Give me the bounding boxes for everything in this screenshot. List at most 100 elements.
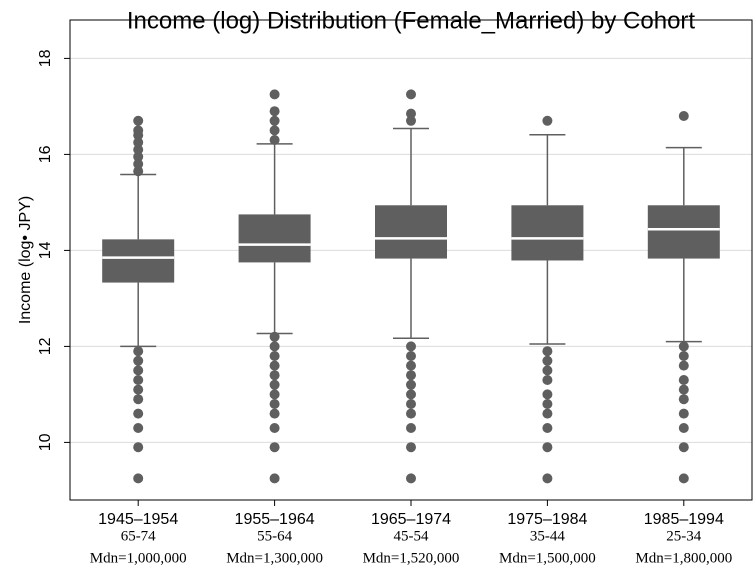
outlier (133, 408, 144, 419)
outlier (678, 111, 689, 121)
outlier (542, 473, 553, 484)
outlier (133, 355, 144, 366)
outlier (133, 384, 144, 395)
outlier (406, 351, 416, 361)
outlier (133, 442, 144, 453)
box (647, 205, 720, 259)
outlier (269, 106, 280, 117)
outlier (133, 166, 144, 177)
age-group-label: 45-54 (394, 528, 429, 544)
outlier (406, 423, 416, 433)
median-note: Mdn=1,800,000 (635, 550, 732, 566)
outlier (406, 389, 416, 400)
outlier (542, 389, 553, 400)
outlier (542, 355, 553, 366)
x-tick-label: 1965–1974 (371, 511, 451, 528)
y-tick-label: 12 (37, 337, 54, 355)
chart-title: Income (log) Distribution (Female_Marrie… (127, 7, 696, 34)
outlier (269, 135, 280, 145)
outlier (269, 341, 280, 352)
outlier (269, 115, 280, 126)
outlier (133, 115, 144, 126)
age-group-label: 35-44 (530, 528, 565, 544)
outlier (269, 423, 280, 433)
outlier (406, 89, 416, 100)
outlier (269, 331, 280, 342)
outlier (269, 351, 280, 361)
outlier (133, 365, 144, 376)
outlier (133, 375, 144, 385)
outlier (406, 115, 416, 126)
outlier (133, 151, 144, 162)
x-tick-label: 1975–1984 (507, 511, 587, 528)
y-tick-label: 18 (37, 49, 54, 67)
outlier (406, 379, 416, 390)
outlier (678, 375, 689, 385)
outlier (269, 89, 280, 100)
outlier (133, 423, 144, 433)
outlier (269, 389, 280, 400)
outlier (678, 473, 689, 484)
median-note: Mdn=1,520,000 (363, 550, 460, 566)
outlier (542, 423, 553, 433)
outlier (406, 108, 416, 119)
outlier (406, 473, 416, 484)
median-note: Mdn=1,500,000 (499, 550, 596, 566)
outlier (406, 408, 416, 419)
box (102, 239, 175, 283)
outlier (406, 370, 416, 381)
outlier (269, 399, 280, 409)
outlier (542, 399, 553, 409)
age-group-label: 55-64 (257, 528, 292, 544)
box (375, 205, 447, 259)
outlier (406, 399, 416, 409)
outlier (133, 159, 144, 169)
outlier (542, 442, 553, 453)
outlier (133, 346, 144, 357)
outlier (542, 115, 553, 126)
outlier (133, 144, 144, 155)
outlier (542, 408, 553, 419)
median-note: Mdn=1,300,000 (226, 550, 323, 566)
outlier (678, 351, 689, 361)
outlier (269, 360, 280, 371)
outlier (678, 423, 689, 433)
x-tick-label: 1955–1964 (235, 511, 315, 528)
box (511, 205, 584, 261)
outlier (542, 375, 553, 385)
x-tick-label: 1945–1954 (98, 511, 178, 528)
outlier (678, 394, 689, 405)
outlier (406, 442, 416, 453)
median-note: Mdn=1,000,000 (90, 550, 187, 566)
outlier (542, 365, 553, 376)
outlier (269, 408, 280, 419)
y-tick-label: 16 (37, 145, 54, 163)
x-tick-label: 1985–1994 (644, 511, 724, 528)
outlier (269, 125, 280, 136)
outlier (269, 473, 280, 484)
outlier (678, 360, 689, 371)
outlier (269, 370, 280, 381)
outlier (678, 341, 689, 352)
outlier (406, 341, 416, 352)
outlier (133, 137, 144, 148)
y-tick-label: 10 (37, 433, 54, 451)
outlier (269, 442, 280, 453)
outlier (133, 394, 144, 405)
age-group-label: 65-74 (121, 528, 156, 544)
outlier (133, 125, 144, 136)
outlier (406, 360, 416, 371)
outlier (678, 384, 689, 395)
box (238, 214, 311, 263)
y-axis-label: Income (log• JPY) (17, 196, 34, 324)
outlier (678, 408, 689, 419)
outlier (678, 442, 689, 453)
outlier (542, 346, 553, 357)
age-group-label: 25-34 (666, 528, 701, 544)
y-tick-label: 14 (37, 241, 54, 259)
outlier (133, 473, 144, 484)
outlier (269, 379, 280, 390)
